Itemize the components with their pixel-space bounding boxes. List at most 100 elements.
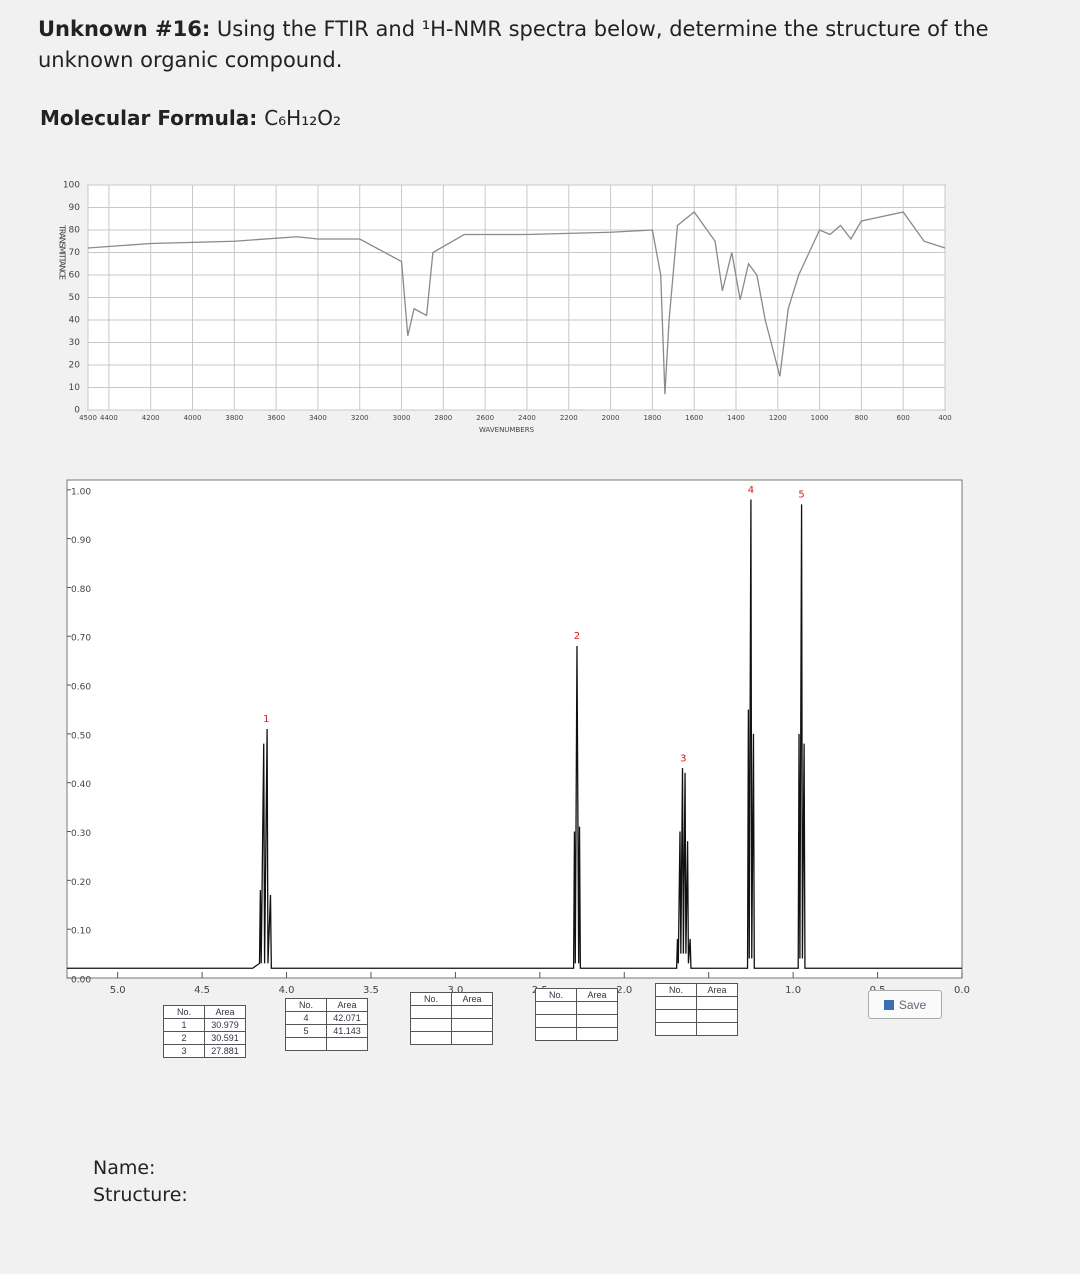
table-cell xyxy=(535,1014,577,1028)
table-cell xyxy=(326,1037,368,1051)
table-row xyxy=(410,1018,493,1032)
table-cell: 2 xyxy=(163,1031,205,1045)
formula: C₆H₁₂O₂ xyxy=(264,106,342,130)
y-tick-label: 0.50 xyxy=(71,731,91,741)
x-tick-label: 3000 xyxy=(393,414,411,422)
integration-table: No. Area xyxy=(410,992,493,1045)
title-bold: Unknown #16: xyxy=(38,17,211,41)
y-tick-label: 0.30 xyxy=(71,829,91,839)
table-cell xyxy=(535,1027,577,1041)
x-tick-label: 1200 xyxy=(769,414,787,422)
x-tick-label: 0.0 xyxy=(954,985,970,996)
table-cell: No. xyxy=(655,983,697,997)
x-tick-label: 5.0 xyxy=(110,985,126,996)
y-tick-label: 100 xyxy=(63,181,80,191)
x-tick-label: 2.0 xyxy=(616,985,632,996)
table-cell: 4 xyxy=(285,1011,327,1025)
y-tick-label: 60 xyxy=(69,271,81,281)
table-cell: Area xyxy=(696,983,738,997)
x-tick-label: 3200 xyxy=(351,414,369,422)
y-tick-label: 0.10 xyxy=(71,927,91,937)
table-cell xyxy=(655,1022,697,1036)
peak-label: 2 xyxy=(574,631,580,642)
x-tick-label: 4000 xyxy=(184,414,202,422)
y-tick-label: 0.60 xyxy=(71,683,91,693)
x-tick-label: 800 xyxy=(855,414,868,422)
table-cell xyxy=(410,1031,452,1045)
table-cell xyxy=(576,1014,618,1028)
y-tick-label: 20 xyxy=(69,361,81,371)
x-tick-label: 2400 xyxy=(518,414,536,422)
table-row xyxy=(655,1009,738,1023)
table-cell xyxy=(535,1001,577,1015)
table-cell: 41.143 xyxy=(326,1024,368,1038)
table-cell: No. xyxy=(163,1005,205,1019)
table-cell: 5 xyxy=(285,1024,327,1038)
table-row: No. Area xyxy=(535,988,618,1002)
y-tick-label: 0.00 xyxy=(71,976,91,986)
table-cell xyxy=(696,1009,738,1023)
table-row xyxy=(655,996,738,1010)
x-tick-label: 400 xyxy=(938,414,951,422)
x-tick-label: 4500 xyxy=(79,414,97,422)
table-cell xyxy=(285,1037,327,1051)
x-tick-label: 3400 xyxy=(309,414,327,422)
y-tick-label: 30 xyxy=(69,338,81,348)
table-row: 5 41.143 xyxy=(285,1024,368,1038)
table-cell: 27.881 xyxy=(204,1044,246,1058)
x-axis-label: WAVENUMBERS xyxy=(479,426,535,434)
y-tick-label: 40 xyxy=(69,316,81,326)
table-cell: 30.591 xyxy=(204,1031,246,1045)
x-tick-label: 1600 xyxy=(685,414,703,422)
x-tick-label: 3600 xyxy=(267,414,285,422)
table-cell xyxy=(696,996,738,1010)
y-tick-label: 70 xyxy=(69,248,81,258)
table-cell: Area xyxy=(451,992,493,1006)
y-tick-label: 0.40 xyxy=(71,780,91,790)
integration-table: No. Area 1 30.979 2 30.591 3 27.881 xyxy=(163,1005,246,1058)
x-tick-label: 2600 xyxy=(476,414,494,422)
save-button[interactable]: Save xyxy=(868,990,942,1019)
x-tick-label: 4400 xyxy=(100,414,118,422)
y-axis-label: TRANSMITTANCE xyxy=(58,224,67,280)
y-tick-label: 0 xyxy=(74,406,80,416)
peak-label: 5 xyxy=(798,490,804,501)
y-tick-label: 0.70 xyxy=(71,634,91,644)
peak-label: 4 xyxy=(748,485,754,496)
formula-label: Molecular Formula: xyxy=(40,106,258,130)
x-tick-label: 4.5 xyxy=(194,985,210,996)
y-tick-label: 0.90 xyxy=(71,536,91,546)
spectrum-line xyxy=(87,211,946,395)
table-cell: 30.979 xyxy=(204,1018,246,1032)
y-tick-label: 80 xyxy=(69,226,81,236)
table-row xyxy=(535,1027,618,1041)
x-tick-label: 4.0 xyxy=(279,985,295,996)
table-cell xyxy=(655,996,697,1010)
y-tick-label: 10 xyxy=(69,383,81,393)
table-cell: Area xyxy=(326,998,368,1012)
y-tick-label: 1.00 xyxy=(71,487,91,497)
name-label: Name: xyxy=(93,1157,156,1179)
table-cell xyxy=(410,1018,452,1032)
table-row xyxy=(285,1037,368,1051)
table-cell xyxy=(655,1009,697,1023)
integration-table: No. Area xyxy=(655,983,738,1036)
table-cell xyxy=(576,1001,618,1015)
table-cell: 42.071 xyxy=(326,1011,368,1025)
x-tick-label: 2200 xyxy=(560,414,578,422)
table-row: No. Area xyxy=(410,992,493,1006)
table-row: 2 30.591 xyxy=(163,1031,246,1045)
x-tick-label: 1.0 xyxy=(785,985,801,996)
table-cell xyxy=(410,1005,452,1019)
plot-area xyxy=(66,479,963,979)
table-row: 4 42.071 xyxy=(285,1011,368,1025)
table-row: 3 27.881 xyxy=(163,1044,246,1058)
x-tick-label: 2000 xyxy=(602,414,620,422)
structure-label: Structure: xyxy=(93,1184,188,1206)
peak-label: 3 xyxy=(680,753,686,764)
table-cell: Area xyxy=(204,1005,246,1019)
table-row xyxy=(535,1014,618,1028)
x-tick-label: 3800 xyxy=(225,414,243,422)
